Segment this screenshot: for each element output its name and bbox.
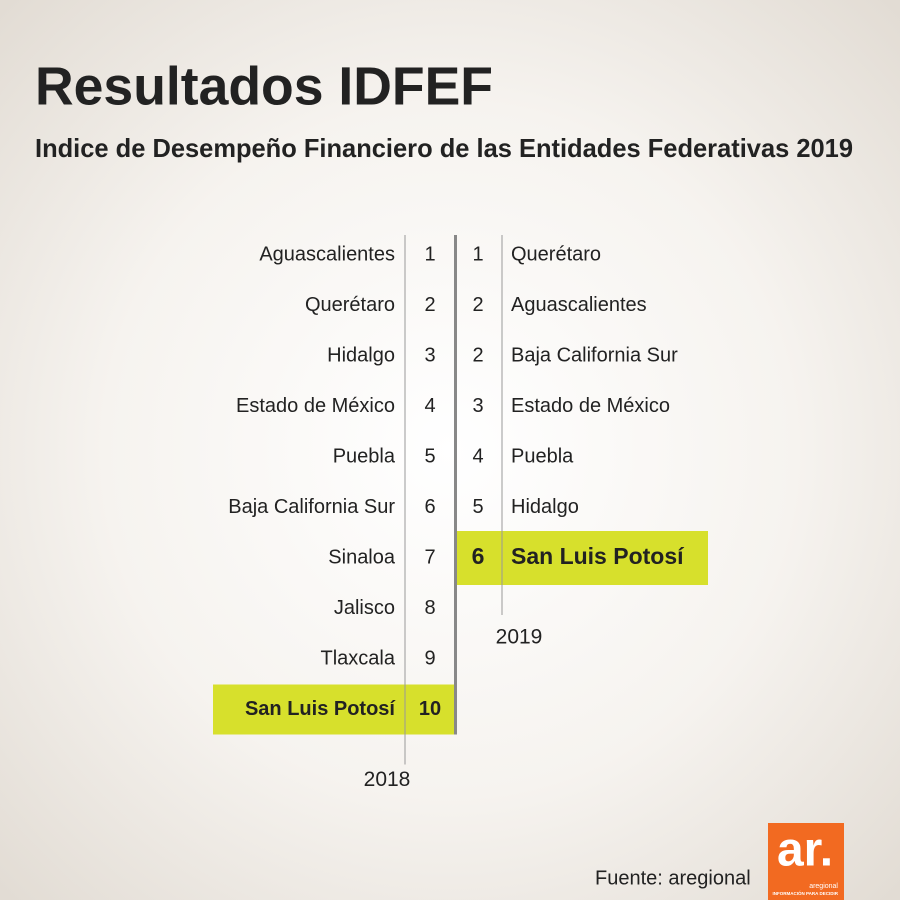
- state-name: Hidalgo: [327, 344, 395, 366]
- state-name: Aguascalientes: [511, 294, 647, 316]
- state-name: Baja California Sur: [511, 344, 678, 366]
- rank: 2: [424, 294, 435, 316]
- rank: 6: [424, 496, 435, 518]
- highlight: [457, 531, 708, 585]
- state-name: Sinaloa: [328, 546, 396, 568]
- rank: 1: [472, 243, 483, 265]
- rank: 6: [472, 543, 485, 569]
- state-name: Jalisco: [334, 597, 395, 619]
- year-label: 2018: [364, 768, 411, 791]
- state-name: Puebla: [333, 445, 396, 467]
- state-name: Estado de México: [236, 395, 395, 417]
- highlight: [213, 684, 455, 735]
- state-name: Tlaxcala: [321, 647, 396, 669]
- rank: 7: [424, 546, 435, 568]
- logo-name: aregional: [809, 883, 838, 890]
- state-name: Baja California Sur: [228, 496, 395, 518]
- logo-box: [768, 823, 844, 900]
- rank: 5: [472, 496, 483, 518]
- rank: 3: [472, 395, 483, 417]
- subtitle: Indice de Desempeño Financiero de las En…: [35, 133, 853, 163]
- rank: 2: [472, 344, 483, 366]
- state-name: San Luis Potosí: [511, 543, 685, 569]
- logo-tagline: INFORMACIÓN PARA DECIDIR: [773, 889, 839, 896]
- rank: 4: [472, 445, 483, 467]
- state-name: San Luis Potosí: [245, 698, 396, 720]
- rank: 5: [424, 445, 435, 467]
- rank: 1: [424, 243, 435, 265]
- year-label: 2019: [496, 626, 543, 649]
- state-name: Puebla: [511, 445, 574, 467]
- rank: 9: [424, 647, 435, 669]
- rank: 3: [424, 344, 435, 366]
- rank: 8: [424, 597, 435, 619]
- source: Fuente: aregional: [595, 867, 751, 889]
- state-name: Estado de México: [511, 395, 670, 417]
- rank: 10: [419, 698, 441, 720]
- state-name: Querétaro: [305, 294, 395, 316]
- state-name: Hidalgo: [511, 496, 579, 518]
- state-name: Aguascalientes: [259, 243, 395, 265]
- rank: 2: [472, 294, 483, 316]
- logo: ar.: [777, 824, 833, 877]
- title: Resultados IDFEF: [35, 56, 493, 116]
- state-name: Querétaro: [511, 243, 601, 265]
- rankings: Aguascalientes 1 Querétaro 2 Hidalgo 3 Estado …: [213, 235, 708, 791]
- rank: 4: [424, 395, 435, 417]
